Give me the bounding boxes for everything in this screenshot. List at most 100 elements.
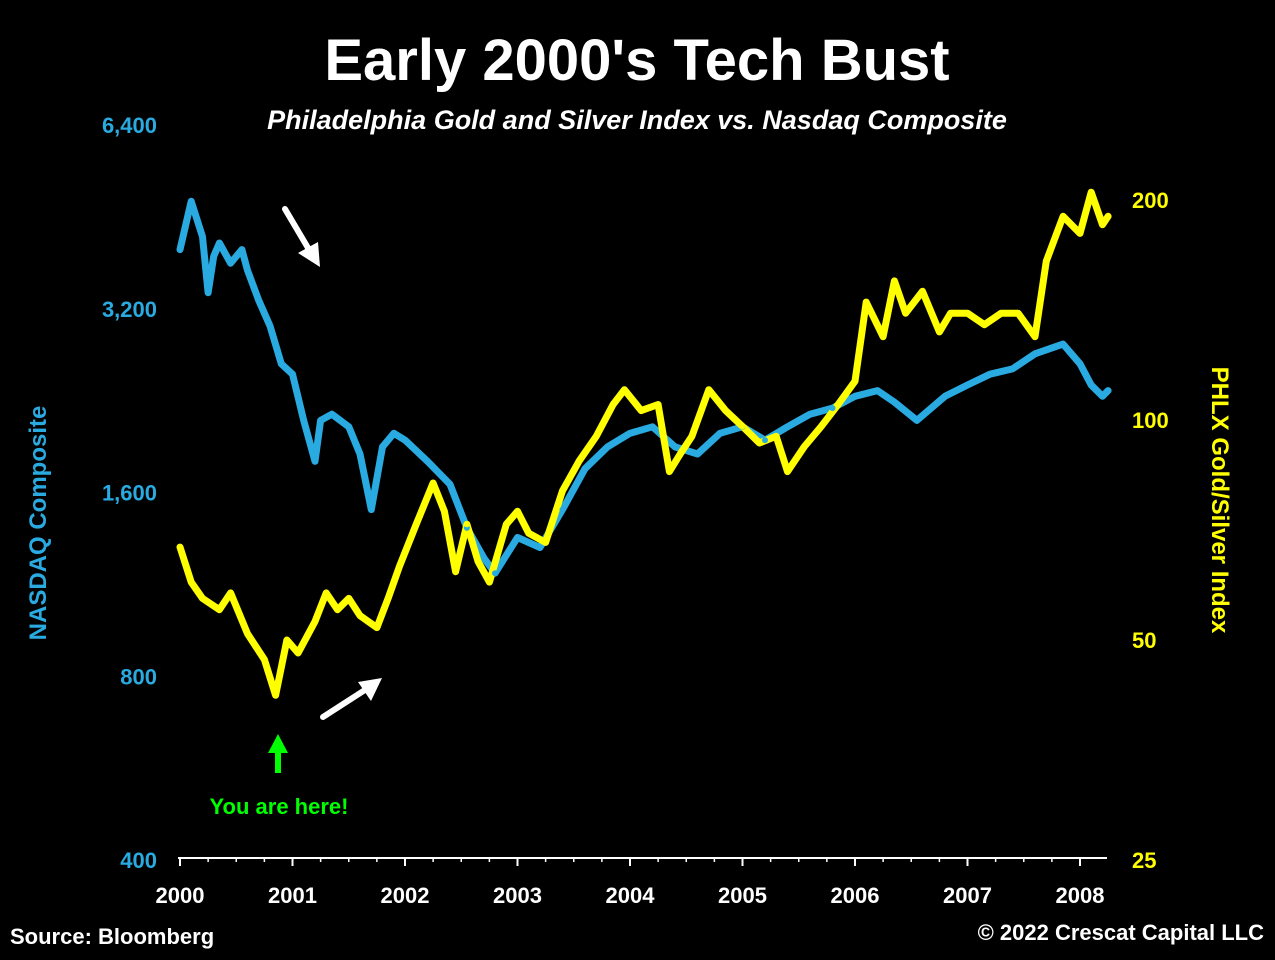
gold-silver-data-point (666, 468, 673, 475)
left-tick-label: 1,600 (102, 481, 157, 506)
nasdaq-data-point (278, 360, 285, 367)
you-are-here-annotation: You are here! (210, 794, 349, 819)
nasdaq-data-point (582, 465, 588, 472)
gold-silver-data-point (1015, 310, 1022, 317)
nasdaq-data-point (328, 411, 335, 418)
gold-silver-data-point (413, 521, 420, 528)
gold-silver-data-point (722, 407, 729, 414)
nasdaq-data-point (267, 322, 273, 329)
gold-silver-data-point (1099, 221, 1106, 228)
nasdaq-data-point (492, 570, 498, 577)
left-tick-label: 400 (120, 848, 157, 873)
gold-silver-data-point (385, 595, 392, 602)
nasdaq-data-point (717, 430, 723, 437)
green-up-arrow-icon (268, 734, 288, 773)
nasdaq-data-point (255, 297, 262, 304)
nasdaq-data-point (300, 417, 307, 424)
nasdaq-data-point (891, 399, 898, 406)
down-arrow-icon (282, 206, 320, 267)
gold-silver-data-point (655, 401, 662, 408)
gold-silver-data-point (261, 656, 268, 663)
gold-silver-data-point (1060, 213, 1067, 220)
gold-silver-data-point (559, 487, 566, 494)
nasdaq-data-point (447, 481, 453, 488)
x-tick-label: 2002 (381, 883, 430, 908)
gold-silver-data-point (801, 443, 808, 450)
gold-silver-data-point (463, 521, 470, 528)
gold-silver-data-point (188, 579, 195, 586)
gold-silver-data-point (525, 530, 532, 537)
x-axis-ticks: 2000 2001 2002 2003 2004 2005 2006 2007 2008 (156, 858, 1104, 908)
gold-silver-data-point (244, 630, 251, 637)
right-tick-label: 50 (1132, 628, 1156, 653)
gold-silver-data-point (514, 508, 521, 515)
gold-silver-data-point (373, 624, 380, 631)
chart-subtitle: Philadelphia Gold and Silver Index vs. N… (267, 105, 1007, 135)
nasdaq-data-point (694, 451, 701, 457)
nasdaq-data-point (604, 443, 611, 450)
nasdaq-data-point (177, 246, 183, 253)
nasdaq-data-point (345, 423, 352, 430)
left-tick-label: 800 (120, 664, 157, 689)
gold-silver-data-point (835, 401, 842, 408)
gold-silver-data-point (576, 457, 583, 464)
gold-silver-data-point (475, 558, 482, 565)
nasdaq-data-point (852, 393, 858, 400)
gold-silver-data-point (705, 386, 712, 393)
nasdaq-data-point (238, 246, 245, 253)
nasdaq-data-point (672, 443, 678, 450)
nasdaq-data-point (368, 506, 375, 513)
gold-silver-data-point (919, 288, 926, 295)
gold-silver-data-point (891, 277, 898, 284)
nasdaq-data-point (913, 417, 920, 424)
nasdaq-data-point (514, 534, 521, 541)
gold-silver-data-point (818, 423, 825, 430)
gold-silver-data-point (1088, 189, 1095, 196)
gold-silver-data-point (936, 328, 943, 335)
x-tick-label: 2007 (943, 883, 992, 908)
nasdaq-data-point (199, 233, 206, 240)
gold-silver-data-point (739, 423, 746, 430)
gold-silver-data-point (784, 468, 791, 475)
gold-silver-data-point (964, 310, 971, 317)
gold-silver-data-point (452, 568, 459, 575)
nasdaq-data-point (216, 240, 223, 246)
gold-silver-data-point (880, 333, 887, 340)
nasdaq-data-point (210, 253, 217, 260)
gold-silver-data-point (323, 589, 330, 596)
nasdaq-data-point (244, 267, 251, 274)
nasdaq-data-point (1032, 350, 1038, 357)
gold-silver-data-point (863, 299, 870, 306)
source-text: Source: Bloomberg (10, 924, 214, 949)
copyright-text: © 2022 Crescat Capital LLC (978, 920, 1265, 945)
gold-silver-data-point (998, 310, 1005, 317)
right-tick-label: 25 (1132, 848, 1156, 873)
nasdaq-data-point (829, 405, 836, 412)
gold-silver-data-point (312, 618, 318, 625)
nasdaq-data-point (1077, 360, 1083, 367)
nasdaq-data-point (402, 437, 408, 444)
up-arrow-icon (320, 678, 382, 720)
nasdaq-data-point (807, 411, 813, 418)
gold-silver-data-point (1043, 258, 1050, 265)
nasdaq-data-point (317, 417, 324, 424)
nasdaq-data-point (312, 458, 318, 465)
gold-silver-data-point (177, 544, 183, 551)
left-tick-label: 3,200 (102, 297, 157, 322)
nasdaq-data-point (559, 506, 566, 513)
gold-silver-data-point (773, 433, 780, 440)
gold-silver-data-point (1077, 230, 1083, 237)
x-tick-label: 2001 (268, 883, 317, 908)
nasdaq-data-point (188, 198, 195, 205)
nasdaq-data-point (1009, 365, 1016, 372)
gold-silver-data-point (396, 563, 403, 570)
nasdaq-data-point (649, 423, 656, 430)
gold-silver-data-point (621, 386, 628, 393)
nasdaq-data-point (964, 382, 971, 388)
nasdaq-data-point (480, 554, 487, 561)
nasdaq-data-point (1105, 387, 1112, 394)
gold-silver-data-point (199, 595, 206, 602)
x-tick-label: 2005 (718, 883, 767, 908)
gold-silver-data-point (677, 450, 684, 457)
